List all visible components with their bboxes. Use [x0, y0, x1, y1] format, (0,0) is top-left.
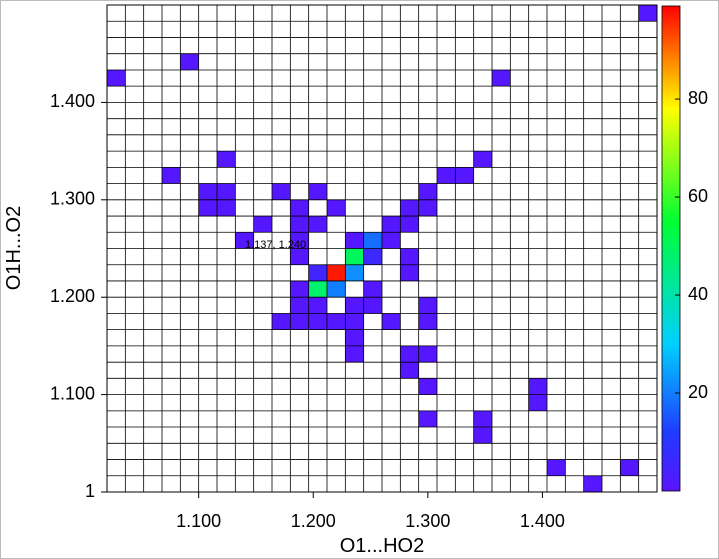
cell [345, 232, 364, 249]
cell [327, 264, 346, 281]
cell [217, 151, 236, 168]
cell [290, 297, 309, 314]
cell [455, 167, 474, 184]
x-tick-label: 1.300 [405, 511, 450, 531]
cell [418, 313, 437, 330]
cell [363, 232, 382, 249]
cell [308, 297, 327, 314]
cell [327, 313, 346, 330]
cell [418, 297, 437, 314]
cell [473, 151, 492, 168]
plot-border [106, 4, 658, 493]
cell [198, 183, 217, 200]
cell [528, 378, 547, 395]
cell [272, 183, 291, 200]
cell [418, 199, 437, 217]
y-tick-label: 1.300 [50, 189, 95, 209]
cell [217, 183, 236, 200]
x-tick-label: 1.100 [176, 511, 221, 531]
x-axis-label: O1...HO2 [340, 535, 424, 557]
annotation: 1.137, 1.240 [245, 239, 306, 251]
cell [363, 248, 382, 265]
cell [162, 167, 181, 184]
cell [620, 459, 639, 476]
y-tick-label: 1.100 [50, 383, 95, 403]
cell [308, 264, 327, 281]
cell [473, 410, 492, 428]
cell [492, 69, 511, 87]
cell [290, 232, 309, 249]
cell [345, 264, 364, 281]
cell [418, 183, 437, 200]
cell [180, 53, 199, 70]
colorbar-tick-label: 40 [688, 284, 708, 304]
cell [272, 313, 291, 330]
cell [253, 215, 272, 233]
cell [235, 232, 254, 249]
cell [400, 345, 419, 363]
colorbar-tick-label: 20 [688, 382, 708, 402]
colorbar-tick-label: 80 [688, 88, 708, 108]
y-tick-label: 1.400 [50, 91, 95, 111]
cell [345, 248, 364, 265]
cell [473, 427, 492, 444]
cell [437, 167, 456, 184]
cell [308, 183, 327, 200]
cell [308, 313, 327, 330]
cell [547, 459, 566, 476]
cell [583, 475, 602, 492]
cell [345, 297, 364, 314]
cell [107, 69, 126, 87]
cell [290, 313, 309, 330]
cell [345, 313, 364, 330]
cell [528, 394, 547, 411]
cell [327, 199, 346, 217]
y-tick-label: 1.200 [50, 286, 95, 306]
cell [363, 297, 382, 314]
cell [382, 232, 401, 249]
cell [418, 410, 437, 428]
cell [290, 215, 309, 233]
cell [363, 280, 382, 298]
cell [345, 329, 364, 346]
y-tick-label: 1 [85, 481, 95, 501]
cell [345, 345, 364, 363]
cell [400, 199, 419, 217]
x-tick-label: 1.400 [520, 511, 565, 531]
cell [290, 280, 309, 298]
cell [382, 215, 401, 233]
cell [400, 362, 419, 379]
cell [217, 199, 236, 217]
cell [290, 199, 309, 217]
cell [198, 199, 217, 217]
y-axis-label: O1H...O2 [3, 206, 25, 290]
cell [400, 215, 419, 233]
cell [400, 248, 419, 265]
cell [382, 313, 401, 330]
cell [418, 378, 437, 395]
cell [638, 5, 657, 22]
colorbar [661, 5, 681, 492]
cell [418, 345, 437, 363]
cell [400, 264, 419, 281]
x-tick-label: 1.200 [291, 511, 336, 531]
cell [290, 248, 309, 265]
cell [308, 215, 327, 233]
cell [327, 280, 346, 298]
cell [308, 280, 327, 298]
colorbar-tick-label: 60 [688, 186, 708, 206]
